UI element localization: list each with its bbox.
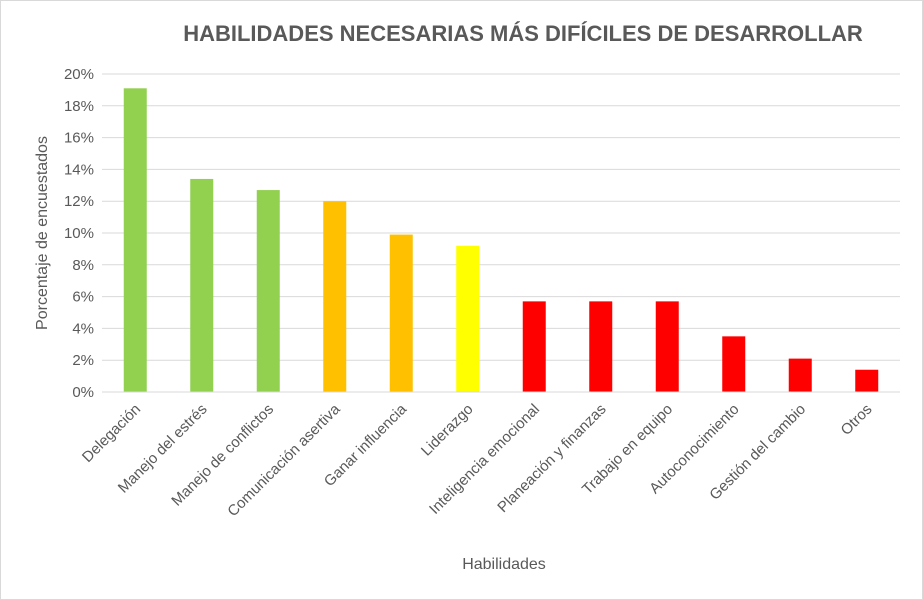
y-tick-label: 18% [64, 98, 94, 115]
bar [722, 336, 746, 392]
bar [655, 301, 679, 392]
bar [190, 178, 214, 392]
gridlines [102, 73, 900, 361]
chart-title: HABILIDADES NECESARIAS MÁS DIFÍCILES DE … [183, 21, 863, 46]
y-axis-ticks: 0% 2% 4% 6% 8% 10% 12% 14% 16% 18% 20% [64, 66, 94, 401]
y-tick-label: 10% [64, 225, 94, 242]
y-tick-label: 14% [64, 161, 94, 178]
y-tick-label: 4% [72, 320, 94, 337]
y-tick-label: 2% [72, 352, 94, 369]
y-axis-title: Porcentaje de encuestados [34, 136, 51, 330]
x-axis-title: Habilidades [462, 556, 546, 573]
y-tick-label: 0% [72, 384, 94, 401]
bar [256, 190, 280, 392]
x-tick-label: Planeación y finanzas [494, 401, 609, 516]
bar [456, 245, 480, 392]
bar [589, 301, 613, 392]
x-tick-label: Inteligencia emocional [426, 401, 543, 518]
x-tick-label: Delegación [79, 401, 144, 466]
x-tick-label: Otros [838, 401, 876, 439]
y-tick-label: 20% [64, 66, 94, 83]
y-tick-label: 6% [72, 289, 94, 306]
bar [389, 234, 413, 392]
bar [855, 369, 879, 392]
y-tick-label: 12% [64, 193, 94, 210]
bar [123, 88, 147, 392]
bar [788, 358, 812, 392]
y-tick-label: 16% [64, 130, 94, 147]
y-tick-label: 8% [72, 257, 94, 274]
bar [522, 301, 546, 392]
x-tick-label: Liderazgo [418, 401, 477, 460]
bars [123, 88, 879, 392]
bar [323, 201, 347, 392]
x-tick-label: Comunicación asertiva [224, 400, 344, 520]
